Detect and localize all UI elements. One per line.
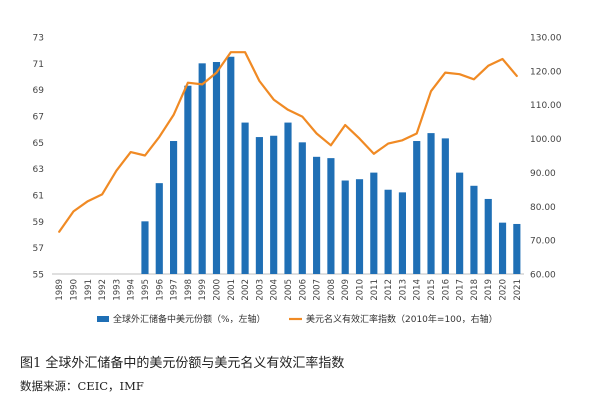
x-tick-label: 2014	[413, 279, 423, 301]
bar-usd-share	[298, 142, 306, 274]
legend-line-label: 美元名义有效汇率指数（2010年=100，右轴）	[306, 313, 498, 325]
bar-usd-share	[341, 180, 349, 274]
y-right-tick-label: 130.00	[530, 34, 562, 44]
bar-usd-share	[470, 185, 478, 274]
y-left-tick-label: 61	[33, 192, 44, 202]
y-left-tick-label: 65	[33, 139, 44, 149]
y-right-tick-label: 110.00	[530, 101, 562, 111]
y-right-tick-label: 70.00	[530, 237, 556, 247]
bar-usd-share	[184, 85, 192, 274]
x-tick-label: 2010	[356, 279, 366, 301]
bar-usd-share	[484, 198, 492, 274]
bar-usd-share	[255, 137, 263, 274]
bar-usd-share	[384, 189, 392, 274]
bar-usd-share	[498, 222, 507, 274]
y-right-tick-label: 90.00	[530, 169, 556, 179]
y-left-tick-label: 69	[33, 86, 45, 96]
y-left-tick-label: 57	[33, 244, 44, 254]
x-tick-label: 1992	[98, 279, 108, 301]
x-tick-label: 1995	[141, 279, 151, 301]
y-left-tick-label: 73	[33, 34, 44, 44]
bar-usd-share	[513, 223, 521, 274]
bar-usd-share	[398, 192, 406, 274]
data-source-text: CEIC，IMF	[77, 379, 144, 393]
x-tick-label: 2004	[270, 279, 280, 301]
bar-usd-share	[427, 133, 435, 274]
bar-usd-share	[170, 141, 178, 274]
x-tick-label: 1999	[198, 279, 208, 301]
x-tick-label: 1997	[170, 279, 180, 301]
bar-usd-share	[370, 172, 378, 274]
bar-usd-share	[284, 122, 292, 274]
x-tick-label: 2019	[484, 279, 494, 301]
bar-usd-share	[270, 135, 278, 274]
y-left-tick-label: 59	[33, 218, 45, 228]
y-right-tick-label: 80.00	[530, 203, 556, 213]
bar-usd-share	[327, 158, 335, 274]
bar-usd-share	[155, 183, 163, 274]
y-right-tick-label: 100.00	[530, 135, 562, 145]
x-tick-label: 2002	[241, 279, 251, 301]
x-tick-label: 2009	[341, 279, 351, 301]
x-tick-label: 2008	[327, 279, 337, 301]
x-tick-label: 1990	[69, 279, 79, 301]
line-usd-neer	[58, 51, 518, 233]
y-left-tick-label: 67	[33, 113, 44, 123]
x-tick-label: 2013	[398, 279, 408, 301]
x-tick-label: 2021	[513, 279, 523, 301]
x-tick-label: 2015	[427, 279, 437, 301]
bar-usd-share	[441, 138, 449, 274]
y-right-tick-label: 60.00	[530, 271, 556, 281]
x-tick-label: 2005	[284, 279, 294, 301]
x-tick-label: 2020	[499, 279, 509, 301]
x-tick-label: 2016	[441, 279, 451, 301]
legend-bar-label: 全球外汇储备中美元份额（%，左轴）	[113, 313, 266, 325]
bar-usd-share	[241, 122, 249, 274]
x-tick-label: 1994	[127, 279, 137, 301]
y-left-tick-label: 63	[33, 165, 44, 175]
bar-usd-share	[227, 56, 235, 274]
bar-usd-share	[212, 62, 221, 275]
x-tick-label: 2006	[298, 279, 308, 301]
x-tick-label: 2011	[370, 279, 380, 301]
bar-usd-share	[413, 141, 421, 274]
x-tick-label: 2000	[212, 279, 222, 301]
x-tick-label: 1991	[84, 279, 94, 301]
chart: 55 57 59 61 63 65 67 69 71 73 60.00 70.00 80.00 90.00…	[33, 34, 562, 326]
bar-usd-share	[313, 156, 321, 274]
data-source: 数据来源：CEIC，IMF	[20, 378, 144, 394]
figure-caption: 图1 全球外汇储备中的美元份额与美元名义有效汇率指数	[20, 356, 345, 371]
chart-svg: 55 57 59 61 63 65 67 69 71 73 60.00 70.00 80.00 90.00…	[33, 34, 562, 326]
bar-usd-share	[198, 63, 206, 275]
x-tick-label: 2003	[255, 279, 265, 301]
x-tick-label: 2018	[470, 279, 480, 301]
data-source-label: 数据来源：	[20, 379, 78, 393]
y-right-tick-label: 120.00	[530, 67, 562, 77]
x-tick-label: 2017	[456, 279, 466, 301]
x-tick-label: 1993	[112, 279, 122, 301]
bar-usd-share	[355, 179, 364, 274]
x-tick-label: 1998	[184, 279, 194, 301]
y-left-tick-label: 71	[33, 60, 44, 70]
x-tick-label: 1996	[155, 279, 165, 301]
x-tick-label: 1989	[55, 279, 65, 301]
y-left-tick-label: 55	[33, 271, 44, 281]
x-tick-label: 2001	[227, 279, 237, 301]
x-tick-label: 2007	[313, 279, 323, 301]
x-tick-label: 2012	[384, 279, 394, 301]
bar-usd-share	[141, 221, 149, 274]
bar-usd-share	[456, 172, 464, 274]
legend-bar-swatch	[97, 316, 109, 322]
